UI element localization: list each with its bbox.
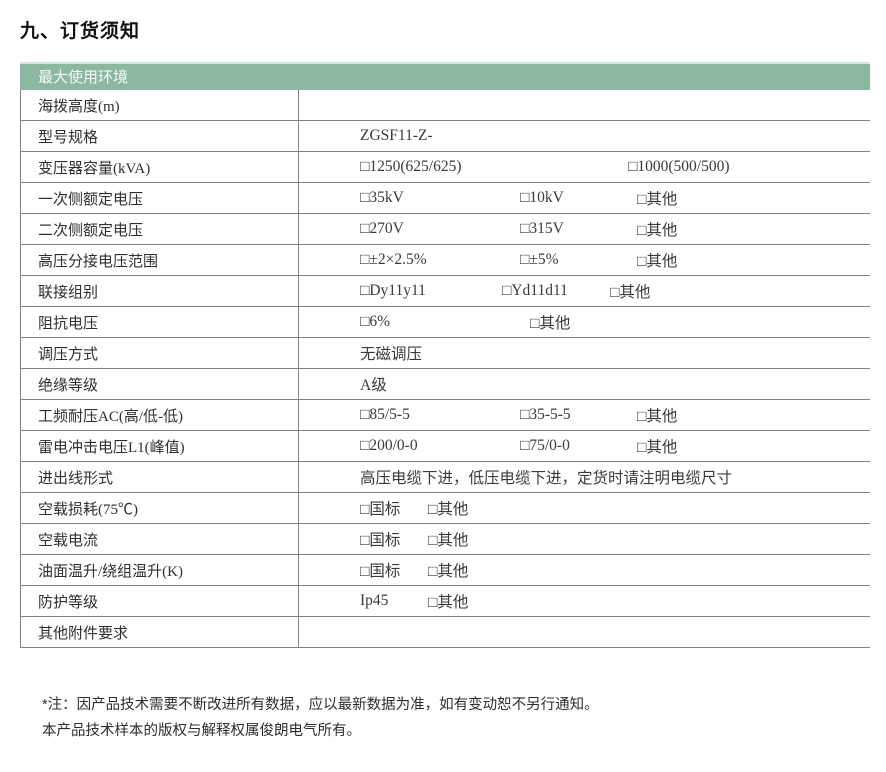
row-label: 空载电流 <box>38 532 99 549</box>
table-row-connection: 联接组别 □Dy11y11 □Yd11d11 □其他 <box>21 276 870 307</box>
checkbox-option: □1250(625/625) <box>360 158 462 175</box>
checkbox-option: □其他 <box>637 222 678 239</box>
row-value: □270V □315V □其他 <box>298 214 870 244</box>
footnote-line-2: 本产品技术样本的版权与解释权属俊朗电气所有。 <box>42 723 361 739</box>
table-row-regulation: 调压方式 无磁调压 <box>21 338 870 369</box>
table-row-secondary-voltage: 二次侧额定电压 □270V □315V □其他 <box>21 214 870 245</box>
row-label: 阻抗电压 <box>38 315 99 332</box>
footnote-line-1: *注：因产品技术需要不断改进所有数据，应以最新数据为准，如有变动恕不另行通知。 <box>42 697 599 713</box>
value-text: 高压电缆下进，低压电缆下进，定货时请注明电缆尺寸 <box>360 470 733 487</box>
row-label: 进出线形式 <box>38 470 114 487</box>
checkbox-option: □其他 <box>637 408 678 425</box>
checkbox-option: □其他 <box>428 594 469 611</box>
table-row-other-accessories: 其他附件要求 <box>21 617 870 648</box>
checkbox-option: □270V <box>360 220 404 237</box>
table-row-tap-range: 高压分接电压范围 □±2×2.5% □±5% □其他 <box>21 245 870 276</box>
table-row-lightning-impulse: 雷电冲击电压L1(峰值) □200/0-0 □75/0-0 □其他 <box>21 431 870 462</box>
footnotes: *注：因产品技术需要不断改进所有数据，应以最新数据为准，如有变动恕不另行通知。 … <box>42 692 599 744</box>
row-value: □±2×2.5% □±5% □其他 <box>298 245 870 275</box>
checkbox-option: □其他 <box>530 315 571 332</box>
row-value: 高压电缆下进，低压电缆下进，定货时请注明电缆尺寸 <box>298 462 870 492</box>
row-label: 防护等级 <box>38 594 99 611</box>
table-row-model: 型号规格 ZGSF11-Z- <box>21 121 870 152</box>
checkbox-option: □±5% <box>520 251 559 268</box>
table-section-header: 最大使用环境 <box>20 62 870 90</box>
row-value <box>298 617 870 647</box>
checkbox-option: □±2×2.5% <box>360 251 427 268</box>
row-value: Ip45 □其他 <box>298 586 870 616</box>
row-label: 空载损耗(75℃) <box>38 501 138 518</box>
row-label: 绝缘等级 <box>38 377 99 394</box>
row-label: 雷电冲击电压L1(峰值) <box>38 439 185 456</box>
checkbox-option: □85/5-5 <box>360 406 410 423</box>
row-value: ZGSF11-Z- <box>298 121 870 151</box>
checkbox-option: □10kV <box>520 189 564 206</box>
checkbox-option: □国标 <box>360 563 401 580</box>
checkbox-option: □315V <box>520 220 564 237</box>
checkbox-option: □其他 <box>428 501 469 518</box>
row-label: 联接组别 <box>38 284 99 301</box>
row-value: 无磁调压 <box>298 338 870 368</box>
table-row-altitude: 海拨高度(m) <box>21 90 870 121</box>
table-row-power-freq-withstand: 工频耐压AC(高/低-低) □85/5-5 □35-5-5 □其他 <box>21 400 870 431</box>
row-label: 二次侧额定电压 <box>38 222 144 239</box>
row-label: 高压分接电压范围 <box>38 253 159 270</box>
table-row-temp-rise: 油面温升/绕组温升(K) □国标 □其他 <box>21 555 870 586</box>
row-label: 工频耐压AC(高/低-低) <box>38 408 183 425</box>
table-section-header-label: 最大使用环境 <box>38 69 129 86</box>
checkbox-option: □其他 <box>637 253 678 270</box>
value-text: ZGSF11-Z- <box>360 127 433 144</box>
row-value: □Dy11y11 □Yd11d11 □其他 <box>298 276 870 306</box>
row-value: A级 <box>298 369 870 399</box>
row-label: 型号规格 <box>38 129 99 146</box>
checkbox-option: □6% <box>360 313 391 330</box>
checkbox-option: □Yd11d11 <box>502 282 568 299</box>
table-rows: 海拨高度(m) 型号规格 ZGSF11-Z- 变压器容量(kVA) □1250(625/… <box>20 90 870 648</box>
page-title: 九、订货须知 <box>20 21 141 42</box>
checkbox-option: □Dy11y11 <box>360 282 426 299</box>
row-label: 调压方式 <box>38 346 99 363</box>
row-value: □85/5-5 □35-5-5 □其他 <box>298 400 870 430</box>
row-label: 油面温升/绕组温升(K) <box>38 563 183 580</box>
row-value: □国标 □其他 <box>298 555 870 585</box>
row-value <box>298 90 870 120</box>
checkbox-option: □75/0-0 <box>520 437 570 454</box>
checkbox-option: □其他 <box>428 532 469 549</box>
row-label: 一次侧额定电压 <box>38 191 144 208</box>
row-value: □35kV □10kV □其他 <box>298 183 870 213</box>
table-row-noload-loss: 空载损耗(75℃) □国标 □其他 <box>21 493 870 524</box>
table-row-protection: 防护等级 Ip45 □其他 <box>21 586 870 617</box>
table-row-lead-style: 进出线形式 高压电缆下进，低压电缆下进，定货时请注明电缆尺寸 <box>21 462 870 493</box>
value-text: 无磁调压 <box>360 346 423 363</box>
checkbox-option: □其他 <box>610 284 651 301</box>
order-spec-table: 最大使用环境 海拨高度(m) 型号规格 ZGSF11-Z- 变压器容量(kVA) □12… <box>20 62 870 648</box>
row-value: □国标 □其他 <box>298 493 870 523</box>
checkbox-option: □35-5-5 <box>520 406 571 423</box>
value-text: A级 <box>360 377 387 394</box>
checkbox-option: □200/0-0 <box>360 437 418 454</box>
checkbox-option: □其他 <box>428 563 469 580</box>
checkbox-option: □其他 <box>637 439 678 456</box>
table-row-impedance: 阻抗电压 □6% □其他 <box>21 307 870 338</box>
table-row-capacity: 变压器容量(kVA) □1250(625/625) □1000(500/500) <box>21 152 870 183</box>
value-option: Ip45 <box>360 592 389 609</box>
table-row-noload-current: 空载电流 □国标 □其他 <box>21 524 870 555</box>
checkbox-option: □国标 <box>360 501 401 518</box>
table-row-insulation: 绝缘等级 A级 <box>21 369 870 400</box>
checkbox-option: □国标 <box>360 532 401 549</box>
row-value: □6% □其他 <box>298 307 870 337</box>
checkbox-option: □1000(500/500) <box>628 158 730 175</box>
row-label: 其他附件要求 <box>38 625 129 642</box>
checkbox-option: □其他 <box>637 191 678 208</box>
row-value: □1250(625/625) □1000(500/500) <box>298 152 870 182</box>
row-value: □200/0-0 □75/0-0 □其他 <box>298 431 870 461</box>
table-row-primary-voltage: 一次侧额定电压 □35kV □10kV □其他 <box>21 183 870 214</box>
row-label: 海拨高度(m) <box>38 98 120 115</box>
row-label: 变压器容量(kVA) <box>38 160 151 177</box>
checkbox-option: □35kV <box>360 189 404 206</box>
row-value: □国标 □其他 <box>298 524 870 554</box>
